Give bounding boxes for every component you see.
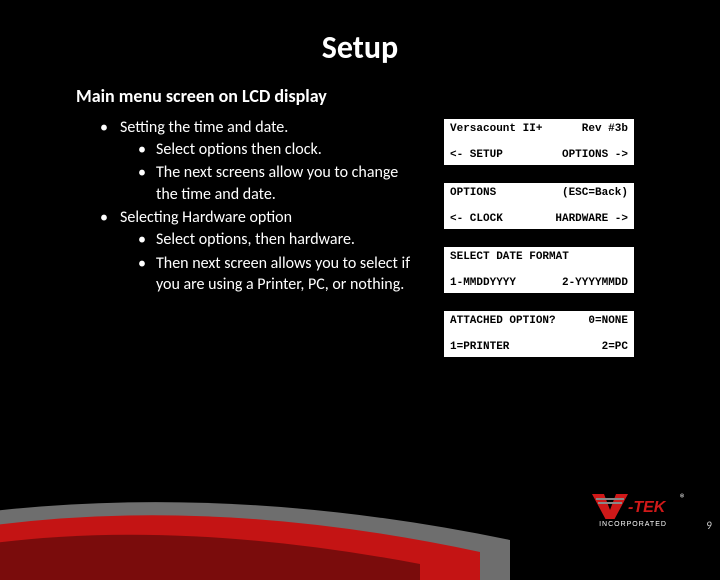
list-item-text: Select options then clock. xyxy=(156,140,322,159)
list-item: Selecting Hardware option Select options… xyxy=(100,207,420,295)
lcd-text: 2-YYYYMMDD xyxy=(562,277,628,289)
list-item: Setting the time and date. Select option… xyxy=(100,117,420,205)
lcd-text: 1=PRINTER xyxy=(450,341,509,353)
slide-title: Setup xyxy=(0,0,720,79)
lcd-screen: SELECT DATE FORMAT 1-MMDDYYYY 2-YYYYMMDD xyxy=(444,247,634,293)
registered-mark: ® xyxy=(680,492,686,506)
list-item-text: The next screens allow you to change the… xyxy=(156,163,398,204)
lcd-screen: ATTACHED OPTION? 0=NONE 1=PRINTER 2=PC xyxy=(444,311,634,357)
bullet-list-container: Setting the time and date. Select option… xyxy=(100,117,420,357)
list-item: The next screens allow you to change the… xyxy=(138,162,420,205)
lcd-text: HARDWARE -> xyxy=(555,213,628,225)
list-item-text: Selecting Hardware option xyxy=(120,208,292,227)
list-item-text: Then next screen allows you to select if… xyxy=(156,254,410,295)
list-item-text: Setting the time and date. xyxy=(120,118,288,137)
lcd-text: <- SETUP xyxy=(450,149,503,161)
swoosh-red xyxy=(0,515,480,580)
lcd-column: Versacount II+ Rev #3b <- SETUP OPTIONS ->… xyxy=(444,117,634,357)
lcd-screen: OPTIONS (ESC=Back) <- CLOCK HARDWARE -> xyxy=(444,183,634,229)
logo-tagline-text: INCORPORATED xyxy=(599,521,667,528)
lcd-text: OPTIONS xyxy=(450,187,496,199)
logo: -TEK INCORPORATED ® xyxy=(590,492,686,528)
page-number: 9 xyxy=(706,519,712,532)
swoosh-gray xyxy=(0,502,510,580)
logo-stripe xyxy=(596,498,624,500)
slide-subtitle: Main menu screen on LCD display xyxy=(0,79,720,117)
content-row: Setting the time and date. Select option… xyxy=(0,117,720,357)
list-item: Select options, then hardware. xyxy=(138,229,420,251)
lcd-text: ATTACHED OPTION? xyxy=(450,315,556,327)
list-item-text: Select options, then hardware. xyxy=(156,230,355,249)
swoosh-darkred xyxy=(0,535,420,580)
lcd-text: SELECT DATE FORMAT xyxy=(450,251,569,263)
lcd-text: Rev #3b xyxy=(582,123,628,135)
lcd-text: OPTIONS -> xyxy=(562,149,628,161)
lcd-text: 2=PC xyxy=(602,341,628,353)
lcd-text: 1-MMDDYYYY xyxy=(450,277,516,289)
lcd-text: 0=NONE xyxy=(588,315,628,327)
lcd-text: (ESC=Back) xyxy=(562,187,628,199)
list-item: Select options then clock. xyxy=(138,139,420,161)
vtek-logo-icon: -TEK INCORPORATED xyxy=(590,492,676,528)
list-item: Then next screen allows you to select if… xyxy=(138,253,420,296)
logo-stripe xyxy=(598,502,622,504)
lcd-text: <- CLOCK xyxy=(450,213,503,225)
lcd-text: Versacount II+ xyxy=(450,123,542,135)
lcd-screen: Versacount II+ Rev #3b <- SETUP OPTIONS -> xyxy=(444,119,634,165)
logo-v-shape xyxy=(592,494,628,520)
logo-brand-text: -TEK xyxy=(628,499,667,516)
